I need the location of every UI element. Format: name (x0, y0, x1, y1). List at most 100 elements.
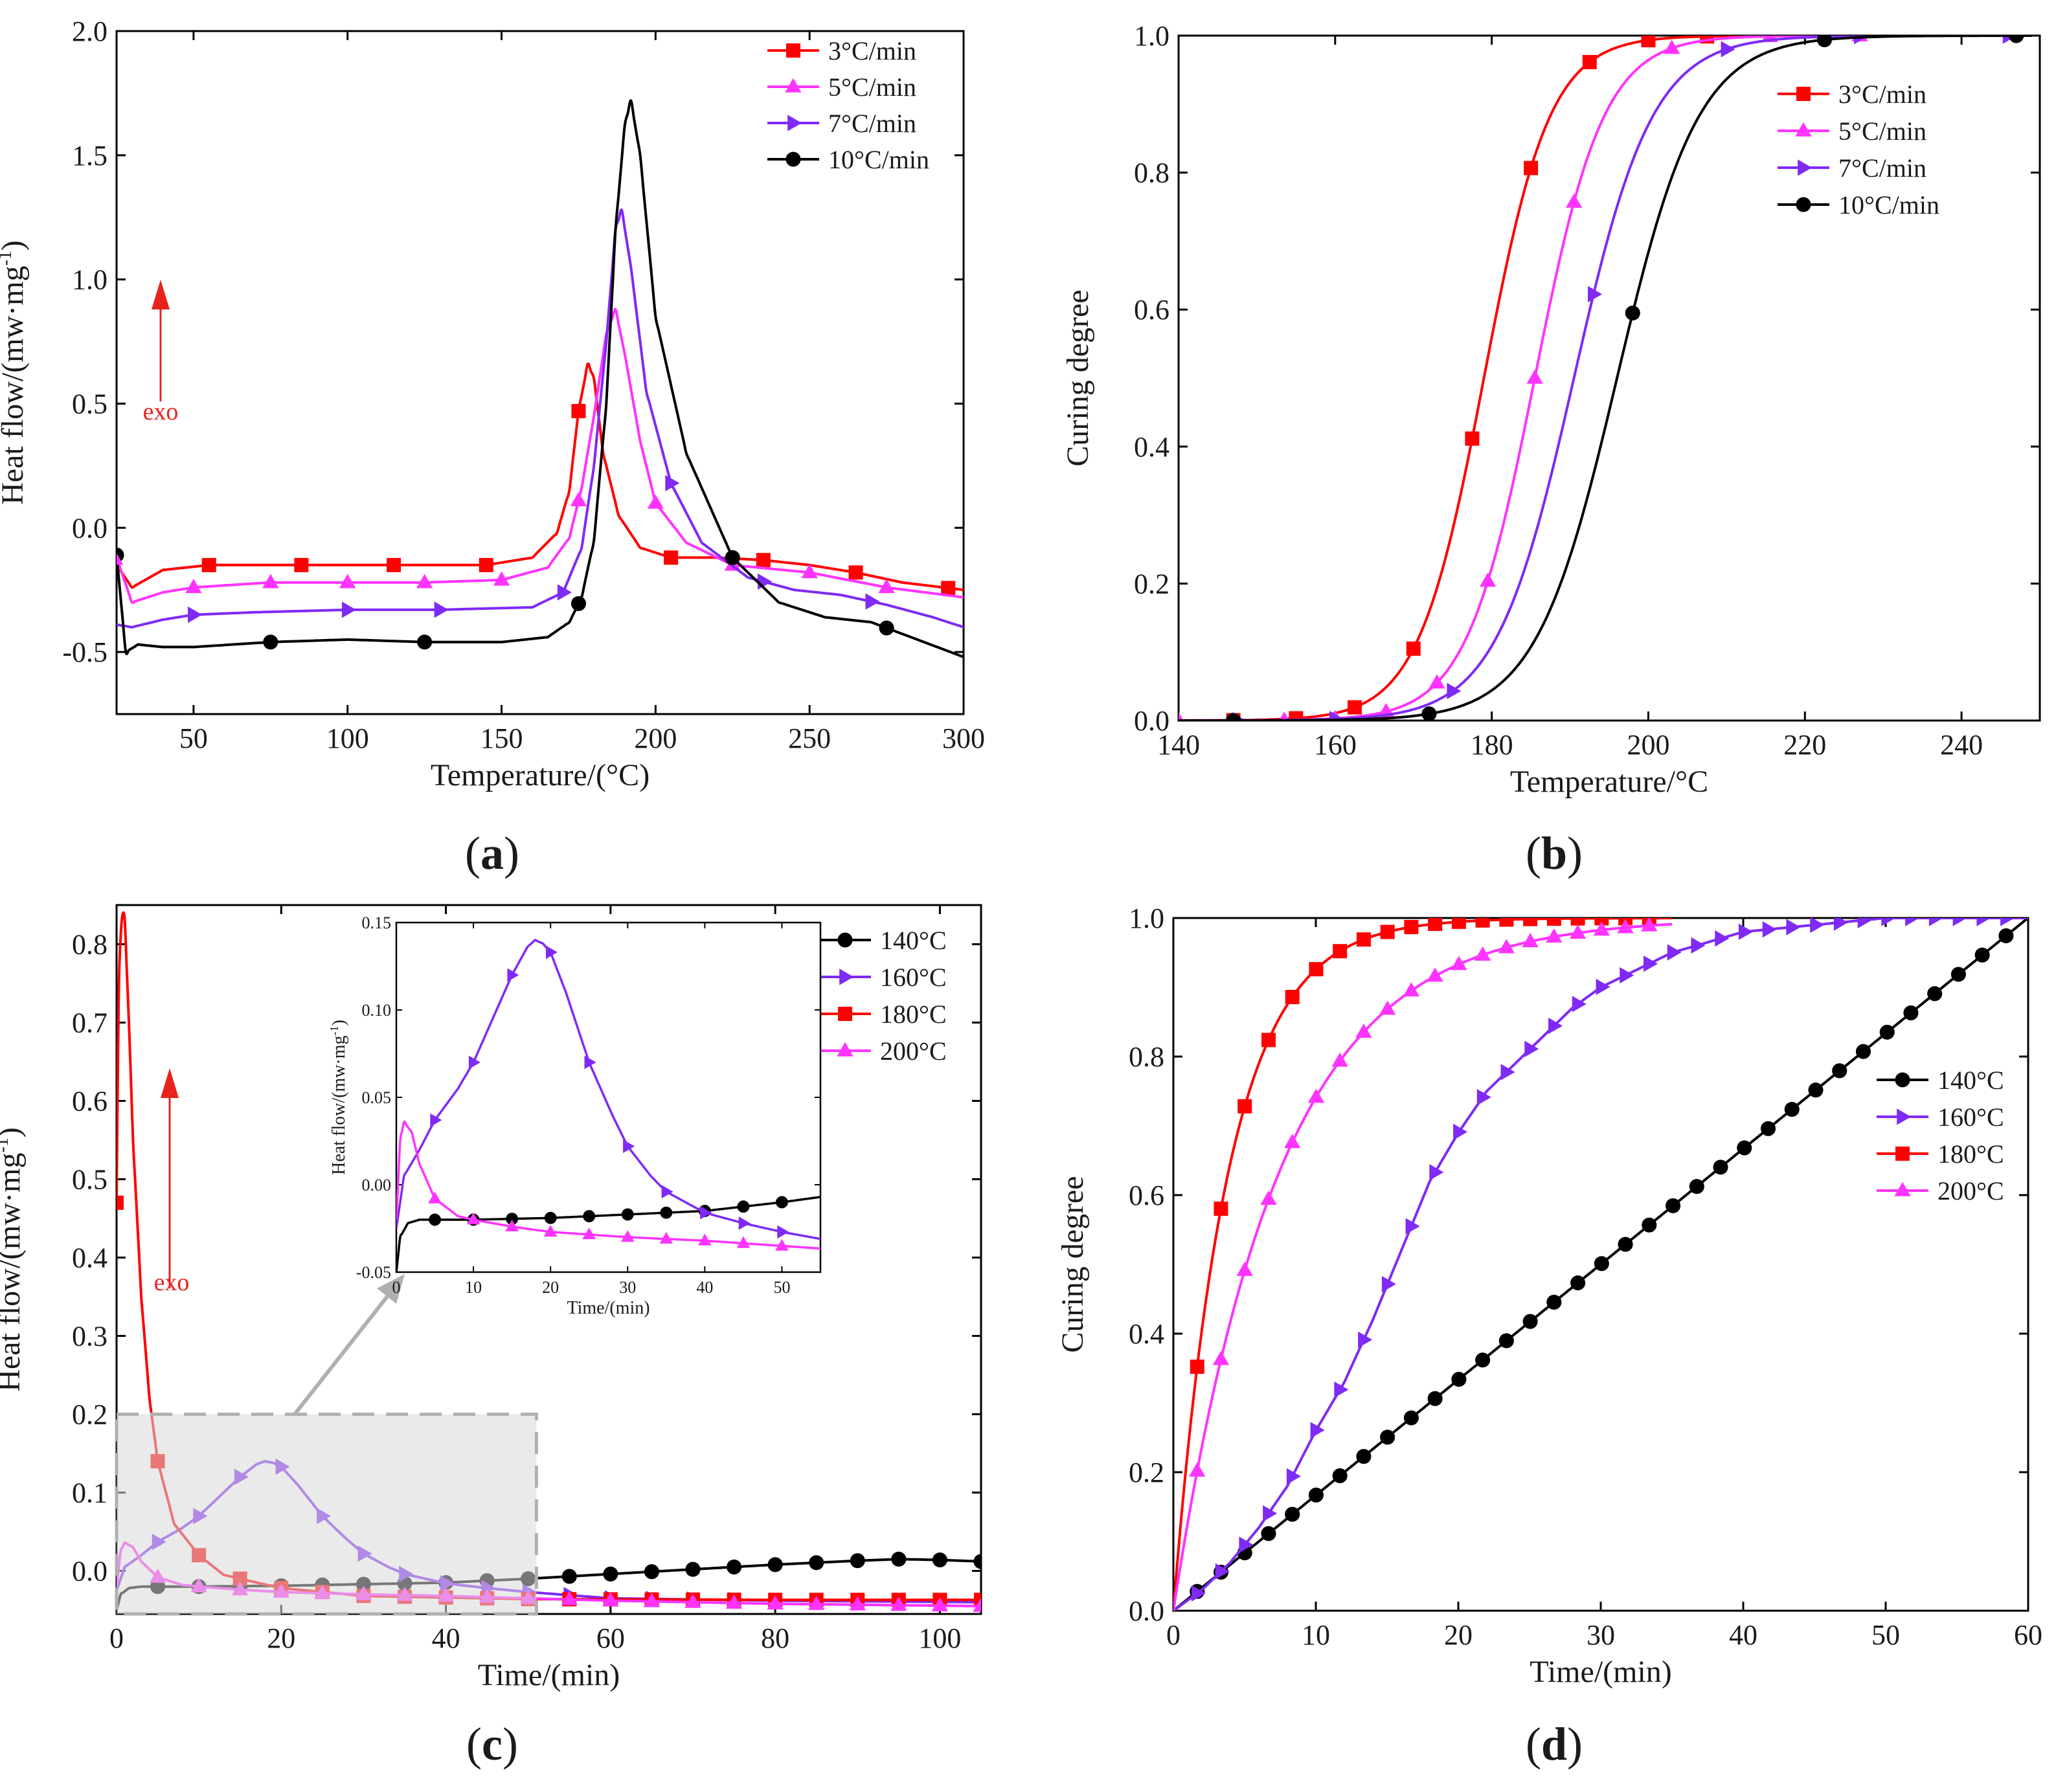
x-tick-label: 30 (1587, 1619, 1615, 1651)
inset-series-line (396, 939, 820, 1240)
legend-entry-140-c: 140°C (1877, 1066, 2004, 1095)
legend-label: 200°C (1937, 1176, 2004, 1205)
legend-entry-160-c: 160°C (819, 963, 947, 992)
panel-a: 50 100 150 200 250 300 -0.5 0.0 0.5 1.0 1.5 2.0 Temp… (0, 16, 985, 792)
data-marker (1498, 939, 1515, 954)
data-marker (1289, 711, 1304, 721)
data-marker (850, 1553, 865, 1569)
legend-entry-7-c-min: 7°C/min (767, 109, 916, 138)
inset-data-marker (775, 1238, 789, 1251)
data-marker (931, 1596, 949, 1611)
data-marker (1237, 1099, 1252, 1114)
data-marker (561, 1591, 578, 1606)
legend-entry-200-c: 200°C (819, 1036, 947, 1066)
data-marker (1447, 682, 1462, 700)
data-marker (1570, 1275, 1586, 1291)
data-marker (1664, 39, 1680, 54)
exo-label: exo (143, 398, 179, 425)
data-marker (557, 584, 572, 601)
data-marker (1179, 711, 1184, 721)
exo-annotation: exo (143, 280, 179, 425)
data-marker (1285, 1506, 1300, 1522)
x-tick-label: 30 (619, 1278, 636, 1297)
data-marker (1380, 1429, 1395, 1445)
data-marker (684, 1593, 701, 1608)
data-marker (1810, 918, 1825, 934)
legend-marker-7-c-min (1798, 159, 1813, 176)
data-marker (1451, 918, 1466, 929)
data-marker (849, 1596, 866, 1611)
y-tick-label: 0.1 (72, 1477, 107, 1508)
data-marker (727, 1559, 742, 1574)
data-marker (1689, 1179, 1704, 1194)
data-marker (809, 1555, 824, 1571)
y-tick-label: -0.05 (356, 1263, 391, 1282)
legend-label: 200°C (880, 1036, 947, 1066)
x-tick-label: 240 (1940, 729, 1983, 761)
legend-entry-180-c: 180°C (1877, 1139, 2004, 1169)
exo-arrow-head (161, 1068, 179, 1098)
data-marker (644, 1564, 659, 1580)
x-tick-label: 20 (267, 1622, 295, 1654)
data-marker (1784, 1101, 1800, 1117)
data-marker (1451, 1371, 1467, 1387)
legend-label: 180°C (880, 1000, 947, 1029)
data-marker (1310, 1422, 1325, 1439)
inset-data-marker (621, 1208, 634, 1221)
x-tick-label: 10 (1302, 1619, 1330, 1651)
data-marker (1465, 431, 1480, 446)
y-tick-label: 0.0 (1134, 705, 1169, 737)
data-marker (1498, 1333, 1514, 1349)
data-marker (1307, 1088, 1325, 1103)
data-marker (570, 491, 587, 506)
data-marker (1738, 923, 1753, 940)
legend-marker-180-c (838, 1007, 852, 1021)
data-marker (1665, 1198, 1681, 1214)
x-axis-title: Time/(min) (478, 1658, 620, 1692)
data-marker (117, 553, 124, 565)
inset-data-marker (543, 1225, 558, 1237)
inset-background (396, 923, 820, 1272)
legend-label: 10°C/min (1838, 190, 1939, 219)
y-tick-label: 0.8 (1129, 1041, 1164, 1073)
series-160-c (1173, 918, 2028, 1611)
legend-label: 180°C (1937, 1139, 2004, 1169)
x-tick-label: 40 (696, 1278, 713, 1297)
y-tick-label: 0.2 (1129, 1457, 1164, 1488)
y-tick-label: 1.0 (1129, 902, 1164, 934)
data-marker (1570, 918, 1585, 926)
x-axis-title: Time/(min) (567, 1298, 650, 1318)
data-marker (1479, 572, 1497, 587)
data-marker (1334, 1381, 1349, 1398)
inset-series-line (396, 1196, 820, 1272)
data-marker (479, 557, 493, 572)
data-marker (262, 574, 279, 588)
data-marker (801, 564, 818, 579)
data-marker (1285, 990, 1300, 1005)
legend-label: 5°C/min (828, 73, 916, 102)
x-tick-label: 200 (634, 722, 677, 754)
data-marker (1427, 1391, 1443, 1406)
y-axis-title: Curing degree (1056, 1176, 1090, 1352)
y-tick-label: 0.2 (1134, 568, 1169, 599)
data-marker (1833, 918, 1848, 931)
series-10-c-min (1179, 36, 2032, 721)
exo-arrow-head (152, 280, 170, 309)
legend-entry-5-c-min: 5°C/min (767, 73, 916, 102)
legend-marker-5-c-min (1795, 122, 1812, 137)
data-marker (1451, 956, 1467, 970)
inset-data-marker (698, 1233, 712, 1246)
x-tick-label: 150 (480, 722, 523, 754)
y-tick-label: 1.5 (72, 140, 107, 172)
y-tick-label: 2.0 (72, 16, 107, 47)
inset-data-marker (584, 1055, 596, 1070)
x-tick-label: 40 (432, 1622, 460, 1654)
inset-data-marker (737, 1200, 750, 1213)
series-line (117, 208, 964, 629)
series-3-c-min (117, 362, 964, 596)
legend-entry-180-c: 180°C (819, 1000, 947, 1029)
y-tick-label: 0.05 (362, 1088, 392, 1107)
data-marker (416, 574, 433, 588)
legend-entry-3-c-min: 3°C/min (1778, 80, 1926, 109)
